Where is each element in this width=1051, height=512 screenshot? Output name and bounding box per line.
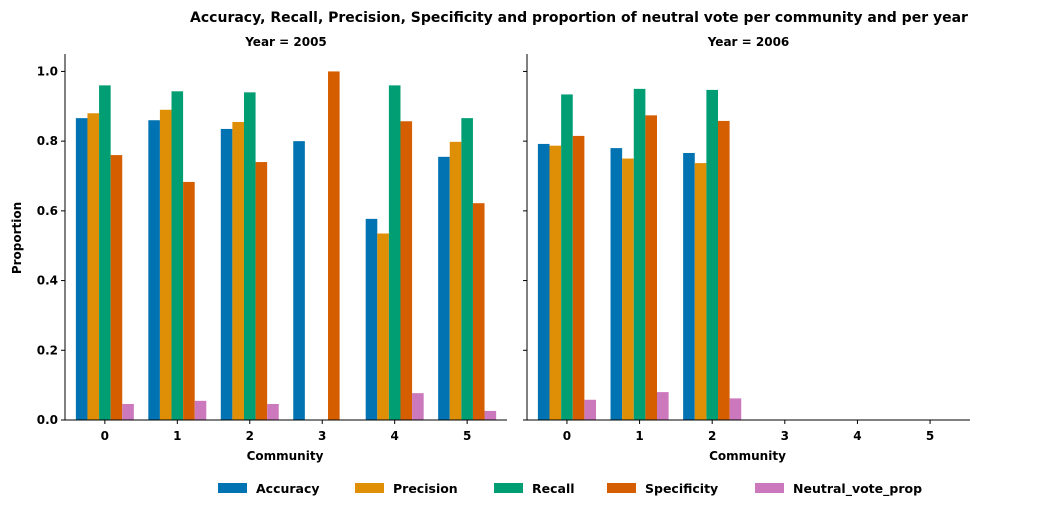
- x-tick-label: 1: [173, 429, 181, 443]
- legend-item-neutral_vote_prop: Neutral_vote_prop: [755, 481, 922, 497]
- bar-accuracy-community-2: [683, 152, 695, 421]
- bar-specificity-community-4: [400, 121, 413, 421]
- bar-accuracy-community-2: [220, 128, 233, 420]
- bar-accuracy-community-1: [148, 120, 160, 420]
- x-tick-label: 5: [926, 429, 934, 443]
- bar-recall-community-0: [561, 94, 573, 421]
- legend-item-recall: Recall: [494, 481, 575, 496]
- legend-label: Precision: [393, 481, 458, 496]
- bar-precision-community-2: [232, 121, 244, 420]
- x-axis-label: Community: [247, 449, 324, 463]
- legend-item-precision: Precision: [355, 481, 458, 496]
- bar-specificity-community-0: [110, 155, 123, 420]
- y-tick-label: 0.2: [37, 343, 58, 357]
- y-tick-label: 0.0: [37, 413, 58, 427]
- y-tick-label: 1.0: [37, 64, 58, 78]
- legend: Accuracy Precision Recall Specificity Neutra…: [218, 481, 922, 497]
- x-tick-label: 5: [463, 429, 471, 443]
- bar-recall-community-4: [388, 85, 401, 421]
- legend-swatch: [494, 483, 523, 493]
- bar-recall-community-2: [706, 89, 718, 421]
- bar-recall-community-0: [99, 85, 111, 421]
- bar-accuracy-community-0: [537, 143, 550, 420]
- bar-neutral_vote_prop-community-0: [584, 399, 596, 420]
- panel-1: Year = 2006 0 1 2 3 4 5 Community: [523, 35, 970, 463]
- bar-precision-community-0: [549, 145, 562, 421]
- bar-precision-community-5: [449, 141, 462, 420]
- x-tick-label: 3: [781, 429, 789, 443]
- bar-accuracy-community-4: [365, 218, 378, 420]
- bar-precision-community-1: [622, 158, 634, 420]
- bar-neutral_vote_prop-community-2: [729, 398, 742, 420]
- panels: Year = 2005 0.0 0.2 0.4 0.6 0.8 1.0 0 1 2 3 4 5 Commu…: [37, 35, 970, 463]
- bar-neutral_vote_prop-community-0: [122, 403, 134, 420]
- x-tick-label: 4: [391, 429, 399, 443]
- y-tick-label: 0.8: [37, 134, 58, 148]
- x-axis-label: Community: [709, 449, 786, 463]
- legend-item-accuracy: Accuracy: [218, 481, 320, 496]
- bar-specificity-community-2: [255, 162, 268, 420]
- bar-accuracy-community-5: [438, 156, 450, 420]
- bar-specificity-community-1: [645, 115, 657, 420]
- bar-accuracy-community-3: [293, 141, 305, 420]
- legend-swatch: [218, 483, 247, 493]
- bar-specificity-community-2: [718, 120, 730, 421]
- panel-0: Year = 2005 0.0 0.2 0.4 0.6 0.8 1.0 0 1 2 3 4 5 Commu…: [37, 35, 507, 463]
- legend-label: Accuracy: [256, 481, 320, 496]
- x-tick-label: 0: [563, 429, 571, 443]
- x-tick-label: 0: [101, 429, 109, 443]
- y-tick-label: 0.6: [37, 204, 58, 218]
- bar-recall-community-5: [461, 118, 473, 420]
- bar-neutral_vote_prop-community-2: [267, 403, 279, 420]
- legend-label: Neutral_vote_prop: [793, 481, 922, 497]
- x-tick-label: 2: [708, 429, 716, 443]
- x-tick-label: 4: [853, 429, 861, 443]
- bar-neutral_vote_prop-community-1: [657, 392, 669, 420]
- bar-specificity-community-5: [472, 203, 485, 420]
- bar-specificity-community-1: [183, 181, 195, 420]
- panel-title: Year = 2006: [707, 35, 790, 49]
- bar-specificity-community-0: [572, 135, 585, 420]
- y-axis-label: Proportion: [10, 202, 24, 274]
- bar-neutral_vote_prop-community-1: [194, 400, 207, 420]
- legend-swatch: [755, 483, 784, 493]
- x-tick-label: 1: [635, 429, 643, 443]
- legend-swatch: [355, 483, 384, 493]
- legend-swatch: [607, 483, 636, 493]
- y-tick-label: 0.4: [37, 274, 58, 288]
- bar-recall-community-2: [243, 92, 256, 420]
- bar-neutral_vote_prop-community-4: [412, 393, 424, 420]
- bar-precision-community-1: [159, 109, 172, 421]
- bar-precision-community-0: [87, 113, 100, 420]
- bar-neutral_vote_prop-community-5: [484, 410, 497, 420]
- x-tick-label: 2: [246, 429, 254, 443]
- bar-specificity-community-3: [328, 71, 340, 421]
- legend-item-specificity: Specificity: [607, 481, 718, 496]
- bar-accuracy-community-1: [610, 148, 623, 421]
- panel-title: Year = 2005: [244, 35, 327, 49]
- bar-recall-community-1: [171, 91, 184, 421]
- bar-accuracy-community-0: [75, 118, 88, 420]
- x-tick-label: 3: [318, 429, 326, 443]
- bar-precision-community-2: [694, 163, 707, 420]
- bar-recall-community-1: [633, 88, 646, 421]
- legend-label: Recall: [532, 481, 575, 496]
- legend-label: Specificity: [645, 481, 718, 496]
- bar-precision-community-4: [377, 233, 389, 420]
- chart-title: Accuracy, Recall, Precision, Specificity…: [190, 10, 968, 26]
